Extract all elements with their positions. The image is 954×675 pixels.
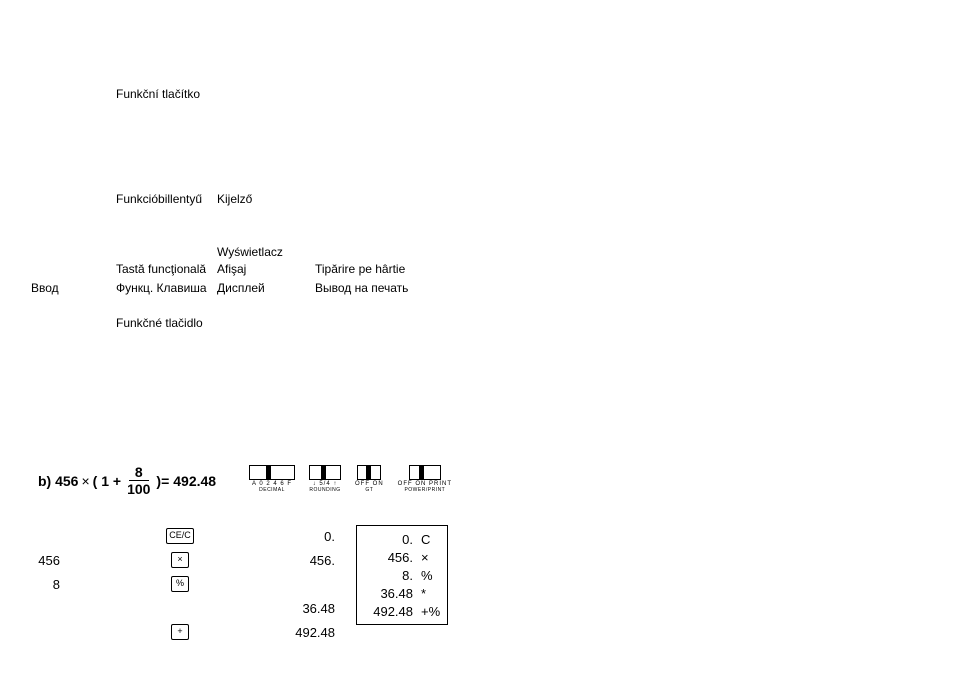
label-ro-display: Afişaj [217,262,246,276]
switch-sublabel: DECIMAL [259,488,285,493]
label-ru-input: Ввод [31,281,59,295]
display-value: 36.48 [245,599,335,617]
label-cz-funkey: Funkční tlačítko [116,87,200,101]
switch-sublabel: GT [365,488,373,493]
formula-prefix: b) 456 [38,473,78,489]
entry-value: 8 [20,575,60,593]
switch-sublabel: ROUNDING [309,488,340,493]
entry-column: 4568 [20,527,60,641]
switch-1: ↓ 5/4 ↑ROUNDING [309,465,341,493]
display-column: 0. 456. 36.48 492.48 [245,527,335,641]
switch-panel: A 0 2 4 6 FDECIMAL ↓ 5/4 ↑ROUNDING OFF ONG… [249,465,452,493]
formula-result: 492.48 [173,473,216,489]
print-symbol: +% [421,604,439,619]
print-symbol: C [421,532,439,547]
calc-key-[interactable]: + [171,624,189,640]
entry-value [20,599,60,617]
label-hu-funkey: Funkcióbillentyű [116,192,202,206]
switch-2: OFF ONGT [355,465,384,493]
print-value: 492.48 [365,604,413,619]
fraction-denominator: 100 [125,481,152,496]
entry-value [20,623,60,641]
display-value [245,575,335,593]
switch-3: OFF ON PRINTPOWER/PRINT [398,465,452,493]
print-row: 492.48 +% [365,602,439,620]
fraction-numerator: 8 [129,465,149,481]
key-column: CE/C ×% + [165,527,195,641]
calc-key-[interactable]: % [171,576,189,592]
print-box: 0.C456.×8.%36.48*492.48+% [356,525,448,625]
formula-b: b) 456 × ( 1 + 8 100 )= 492.48 [38,465,216,496]
print-value: 456. [365,550,413,565]
entry-value: 456 [20,551,60,569]
print-row: 456. × [365,548,439,566]
display-value: 0. [245,527,335,545]
print-value: 0. [365,532,413,547]
switch-sublabel: POWER/PRINT [404,488,445,493]
calc-key-cec[interactable]: CE/C [166,528,194,544]
label-ro-print: Tipărire pe hârtie [315,262,405,276]
label-pl-display: Wyświetlacz [217,245,283,259]
print-row: 0. C [365,530,439,548]
label-ro-funkey: Tastă funcţională [116,262,206,276]
label-ru-funkey: Функц. Клавиша [116,281,207,295]
formula-fraction: 8 100 [125,465,152,496]
print-row: 8.% [365,566,439,584]
print-value: 36.48 [365,586,413,601]
display-value: 456. [245,551,335,569]
print-symbol: * [421,586,439,601]
calc-key-[interactable]: × [171,552,189,568]
formula-open: ( 1 + [93,473,121,489]
label-ru-display: Дисплей [217,281,265,295]
switch-0: A 0 2 4 6 FDECIMAL [249,465,295,493]
label-sk-funkey: Funkčné tlačidlo [116,316,203,330]
print-symbol: % [421,568,439,583]
formula-close: )= [156,473,169,489]
label-hu-display: Kijelző [217,192,252,206]
label-ru-print: Вывод на печать [315,281,408,295]
print-symbol: × [421,550,439,565]
times-icon: × [78,473,92,489]
display-value: 492.48 [245,623,335,641]
print-value: 8. [365,568,413,583]
print-row: 36.48 * [365,584,439,602]
entry-value [20,527,60,545]
